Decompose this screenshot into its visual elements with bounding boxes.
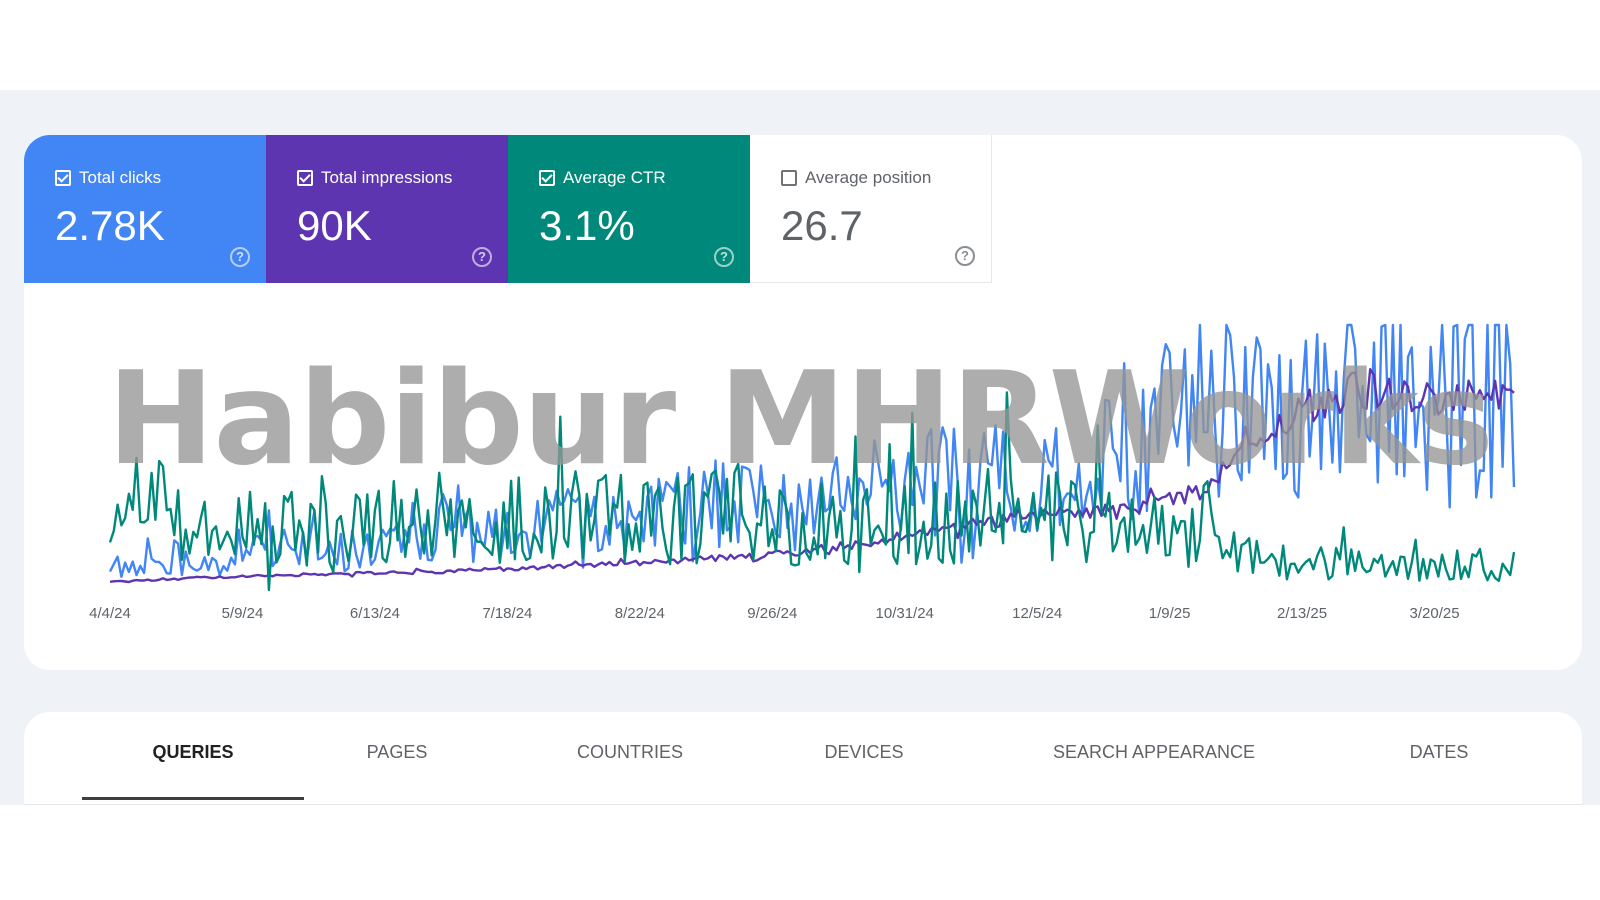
metric-label: Total clicks xyxy=(79,168,162,187)
tab-devices[interactable]: DEVICES xyxy=(824,742,904,762)
checkbox-checked-icon[interactable] xyxy=(55,170,71,186)
x-tick-label: 10/31/24 xyxy=(876,605,934,622)
metric-value: 90K xyxy=(297,202,372,249)
metric-value: 26.7 xyxy=(781,202,863,249)
metric-total-clicks[interactable]: Total clicks 2.78K ? xyxy=(24,135,266,283)
tab-search-appearance[interactable]: SEARCH APPEARANCE xyxy=(1052,742,1256,762)
checkbox-checked-icon[interactable] xyxy=(297,170,313,186)
tab-pages[interactable]: PAGES xyxy=(366,742,428,762)
tab-dates[interactable]: DATES xyxy=(1409,742,1469,762)
tab-countries[interactable]: COUNTRIES xyxy=(576,742,683,762)
x-tick-label: 1/9/25 xyxy=(1149,605,1191,622)
dimension-tabs: QUERIES PAGES COUNTRIES DEVICES SEARCH A… xyxy=(24,712,1582,805)
metric-label: Average position xyxy=(805,168,932,187)
x-tick-label: 12/5/24 xyxy=(1012,605,1062,622)
metric-value: 2.78K xyxy=(55,202,165,249)
x-tick-label: 6/13/24 xyxy=(350,605,400,622)
checkbox-unchecked-icon[interactable] xyxy=(781,170,797,186)
x-tick-label: 7/18/24 xyxy=(482,605,532,622)
metric-label: Average CTR xyxy=(563,168,666,187)
x-tick-label: 8/22/24 xyxy=(615,605,665,622)
metric-label: Total impressions xyxy=(321,168,453,187)
x-tick-label: 5/9/24 xyxy=(222,605,264,622)
help-icon[interactable]: ? xyxy=(955,246,975,266)
x-tick-label: 2/13/25 xyxy=(1277,605,1327,622)
tab-queries[interactable]: QUERIES xyxy=(82,712,304,800)
help-icon[interactable]: ? xyxy=(714,247,734,267)
x-tick-label: 4/4/24 xyxy=(89,605,131,622)
help-icon[interactable]: ? xyxy=(230,247,250,267)
x-tick-label: 9/26/24 xyxy=(747,605,797,622)
series-line-ctr xyxy=(108,391,1516,592)
metric-value: 3.1% xyxy=(539,202,635,249)
x-tick-label: 3/20/25 xyxy=(1410,605,1460,622)
metric-average-position[interactable]: Average position 26.7 ? xyxy=(750,135,992,283)
checkbox-checked-icon[interactable] xyxy=(539,170,555,186)
metric-total-impressions[interactable]: Total impressions 90K ? xyxy=(266,135,508,283)
performance-chart[interactable]: 4/4/24 5/9/24 6/13/24 7/18/24 8/22/24 9/26/24… xyxy=(24,135,1582,670)
help-icon[interactable]: ? xyxy=(472,247,492,267)
metric-average-ctr[interactable]: Average CTR 3.1% ? xyxy=(508,135,750,283)
series-line-clicks xyxy=(108,323,1516,578)
performance-card: Total clicks 2.78K ? Total impressions 9… xyxy=(24,135,1582,670)
